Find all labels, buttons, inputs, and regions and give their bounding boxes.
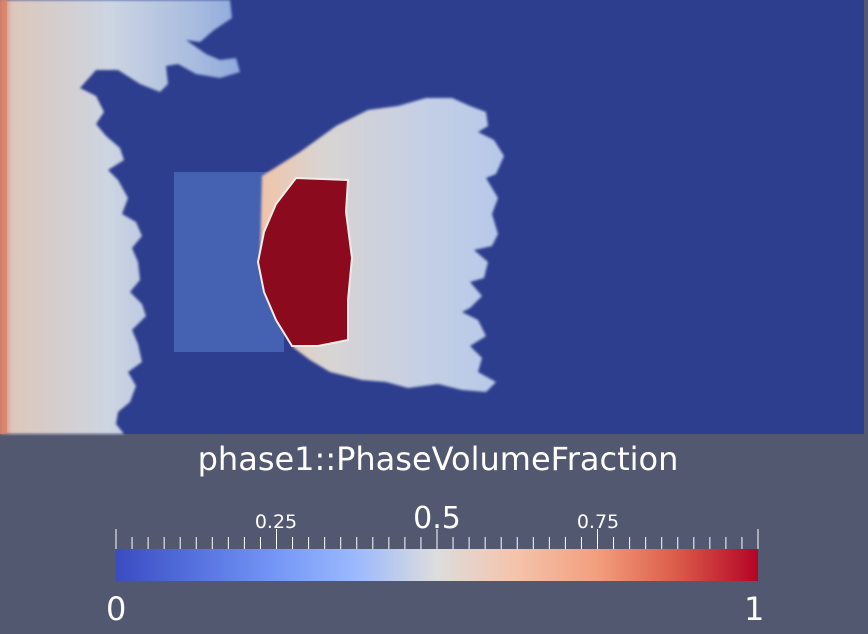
tick-label-0-75: 0.75 xyxy=(576,511,620,533)
wall-edge xyxy=(0,0,7,434)
droplet xyxy=(256,176,354,347)
colorbar-max-label: 1 xyxy=(744,590,765,628)
colorbar-gradient xyxy=(116,549,758,581)
tick-label-0-25: 0.25 xyxy=(254,511,298,533)
colorbar-title: phase1::PhaseVolumeFraction xyxy=(197,440,679,478)
colorbar-min-label: 0 xyxy=(106,590,127,628)
tick-label-0-5: 0.5 xyxy=(413,501,461,536)
colorbar-minor-ticks xyxy=(115,529,759,549)
wall-film-region xyxy=(0,0,240,434)
